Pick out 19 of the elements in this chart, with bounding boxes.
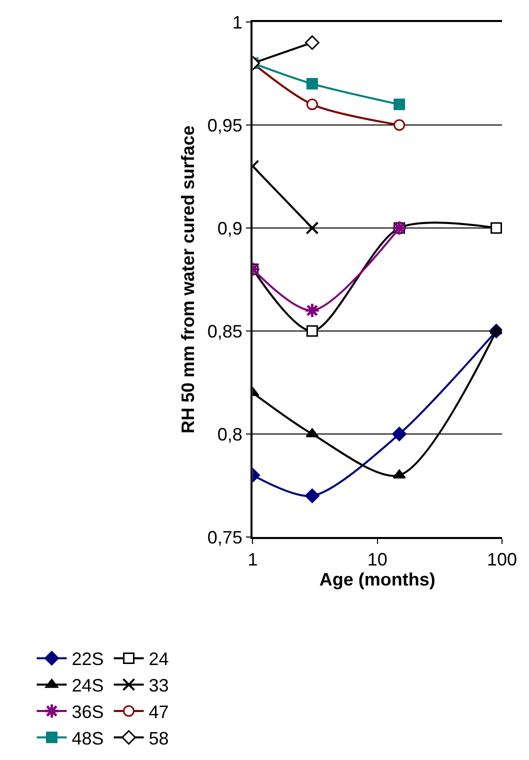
- x-tick-label: 10: [367, 549, 388, 570]
- y-tick-label: 1: [232, 12, 242, 32]
- y-axis-title: RH 50 mm from water cured surface: [178, 125, 198, 434]
- legend-label: 58: [148, 728, 169, 748]
- legend-label: 47: [148, 702, 169, 722]
- y-tick-label: 0,95: [207, 115, 242, 136]
- y-tick-label: 0,85: [207, 321, 242, 342]
- x-tick-label: 1: [248, 549, 258, 570]
- legend-label: 24: [148, 649, 169, 670]
- y-tick-label: 0,8: [217, 424, 242, 444]
- y-tick-label: 0,75: [207, 527, 242, 548]
- legend-label: 36S: [72, 702, 104, 722]
- legend-label: 22S: [72, 649, 104, 670]
- x-tick-label: 100: [486, 549, 518, 570]
- legend-label: 33: [148, 676, 169, 696]
- legend-label: 24S: [72, 676, 104, 696]
- legend-label: 48S: [72, 728, 104, 748]
- y-tick-label: 0,9: [217, 218, 242, 238]
- x-axis-title: Age (months): [319, 569, 436, 590]
